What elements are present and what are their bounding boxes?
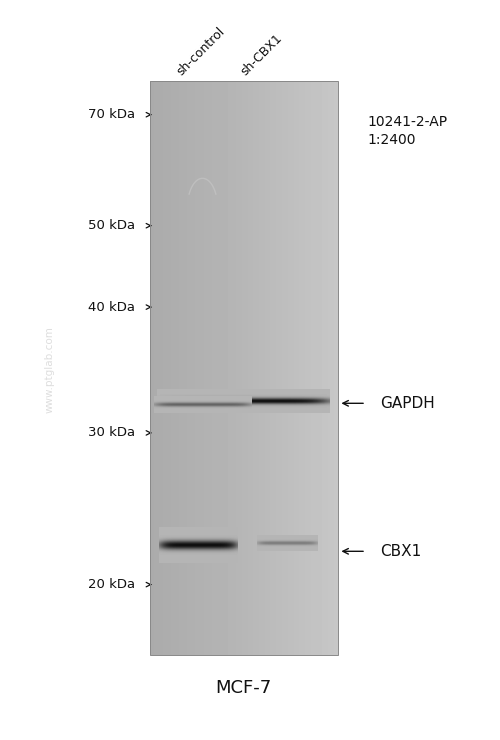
Text: 40 kDa: 40 kDa [88,300,135,314]
Text: GAPDH: GAPDH [380,396,435,411]
Text: CBX1: CBX1 [380,544,421,559]
Text: 70 kDa: 70 kDa [88,108,135,121]
Bar [150,81,338,655]
Text: sh-CBX1: sh-CBX1 [238,31,285,78]
Text: 50 kDa: 50 kDa [88,219,135,232]
Text: 10241-2-AP
1:2400: 10241-2-AP 1:2400 [368,115,448,147]
Text: 20 kDa: 20 kDa [88,578,135,591]
Text: www.ptglab.com: www.ptglab.com [45,326,55,414]
Text: MCF-7: MCF-7 [216,679,272,696]
Text: 30 kDa: 30 kDa [88,426,135,440]
Text: sh-control: sh-control [174,24,228,78]
